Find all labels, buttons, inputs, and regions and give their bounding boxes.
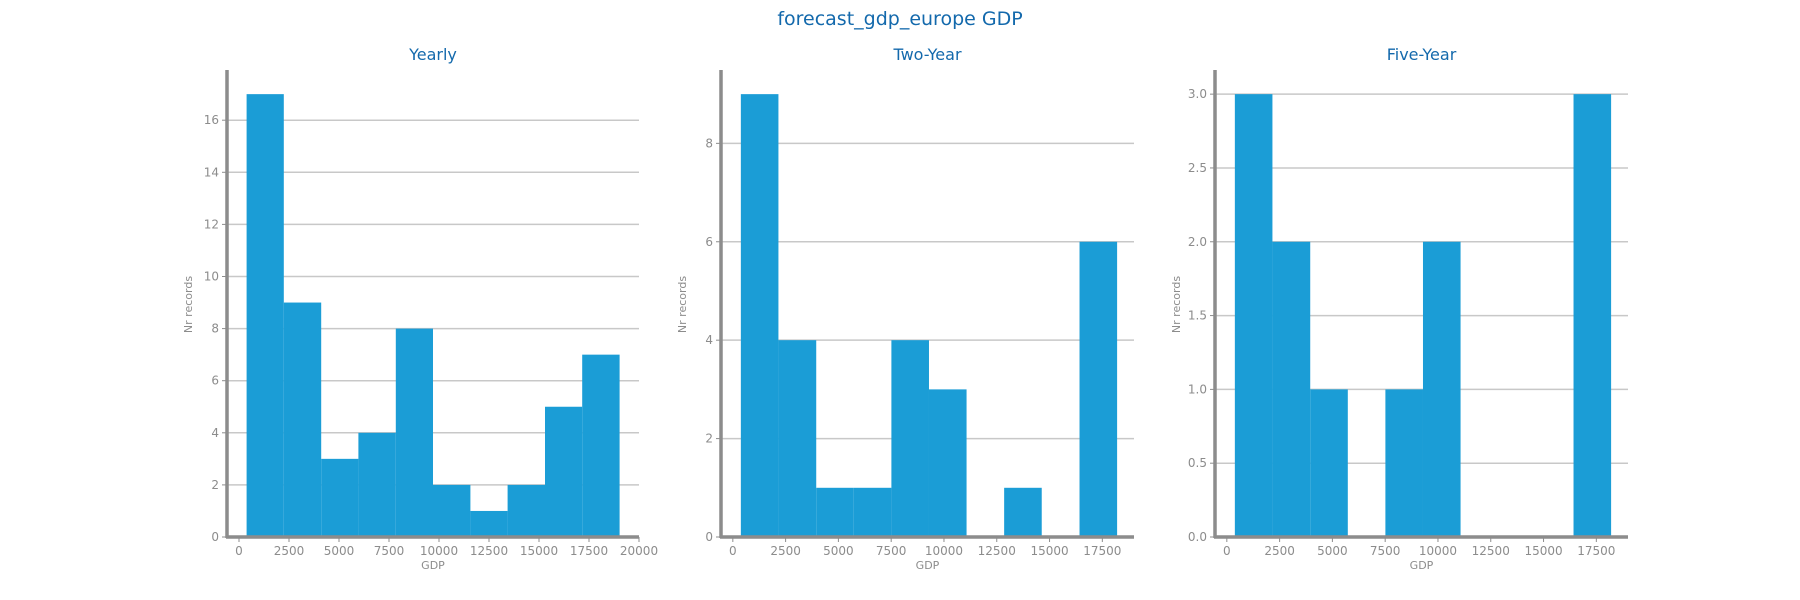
histogram-bar (321, 458, 359, 537)
histogram-bar (1385, 389, 1423, 537)
y-axis-label: Nr records (1170, 276, 1183, 333)
y-tick-label: 1.5 (1188, 309, 1207, 323)
histogram-bar (1310, 389, 1348, 537)
subplot-3: 0.0 0.5 1.0 1.5 2.0 2.5 3.0 0 2500 5000 7500 10000 1… (1170, 45, 1628, 572)
x-axis-label: GDP (916, 559, 940, 572)
histogram-bar (358, 432, 396, 537)
x-tick-label: 12500 (978, 544, 1016, 558)
histogram-bar (283, 302, 322, 537)
y-tick-label: 2 (211, 478, 219, 492)
y-tick-label: 12 (204, 217, 219, 231)
y-tick-label: 2 (705, 432, 713, 446)
x-tick-label: 15000 (1030, 544, 1068, 558)
x-tick-label: 5000 (324, 544, 355, 558)
subplot-1: 0 2 4 6 8 10 12 14 16 0 2500 5000 7500 10000 12500 1500… (182, 45, 658, 572)
histogram-bar (778, 340, 817, 537)
x-tick-label: 10000 (925, 544, 963, 558)
x-axis-label: GDP (421, 559, 445, 572)
y-tick-label: 8 (211, 322, 219, 336)
x-tick-label: 17500 (570, 544, 608, 558)
x-tick-label: 15000 (1524, 544, 1562, 558)
x-tick-label: 0 (729, 544, 737, 558)
x-tick-label: 5000 (1317, 544, 1348, 558)
histogram-bar (928, 389, 967, 537)
histogram-bar (246, 94, 284, 538)
x-tick-label: 2500 (274, 544, 305, 558)
histogram-bar (1079, 241, 1118, 537)
y-tick-label: 1.0 (1188, 382, 1207, 396)
x-tick-label: 17500 (1577, 544, 1615, 558)
subplot-title: Five-Year (1387, 45, 1457, 64)
y-tick-label: 16 (204, 113, 219, 127)
histogram-bar (1272, 241, 1311, 537)
x-tick-label: 7500 (1370, 544, 1401, 558)
subplot-title: Two-Year (892, 45, 961, 64)
histogram-bar (853, 487, 892, 537)
x-tick-label: 2500 (1264, 544, 1295, 558)
histogram-bar (470, 510, 508, 537)
x-tick-label: 2500 (770, 544, 801, 558)
histogram-bar (582, 354, 620, 537)
y-axis-label: Nr records (676, 276, 689, 333)
y-tick-label: 2.5 (1188, 161, 1207, 175)
y-tick-label: 14 (204, 165, 219, 179)
histogram-bar (891, 340, 929, 537)
y-tick-label: 0.5 (1188, 456, 1207, 470)
y-tick-label: 8 (705, 136, 713, 150)
x-tick-label: 15000 (520, 544, 558, 558)
x-tick-label: 0 (1223, 544, 1231, 558)
x-tick-label: 7500 (876, 544, 907, 558)
histogram-bar (507, 484, 545, 537)
subplot-2: 0 2 4 6 8 0 2500 5000 7500 10000 12500 15000 17500 Tw… (676, 45, 1134, 572)
x-tick-label: 10000 (420, 544, 458, 558)
histogram-bar (1234, 94, 1273, 538)
histogram-bar (740, 94, 779, 538)
x-tick-label: 0 (235, 544, 243, 558)
y-tick-label: 4 (211, 426, 219, 440)
x-tick-label: 10000 (1419, 544, 1457, 558)
histogram-bar (433, 484, 471, 537)
y-tick-label: 0.0 (1188, 530, 1207, 544)
y-tick-label: 10 (204, 269, 219, 283)
y-tick-label: 6 (211, 374, 219, 388)
histogram-bar (545, 406, 583, 537)
y-tick-label: 6 (705, 235, 713, 249)
histogram-bar (1573, 94, 1612, 538)
y-axis-label: Nr records (182, 276, 195, 333)
figure-title: forecast_gdp_europe GDP (777, 8, 1023, 30)
x-tick-label: 12500 (470, 544, 508, 558)
y-tick-label: 0 (211, 530, 219, 544)
x-tick-label: 12500 (1472, 544, 1510, 558)
y-tick-label: 2.0 (1188, 235, 1207, 249)
x-tick-label: 20000 (620, 544, 658, 558)
histogram-bar (816, 487, 854, 537)
histogram-bar (1422, 241, 1461, 537)
y-tick-label: 3.0 (1188, 87, 1207, 101)
subplot-title: Yearly (408, 45, 457, 64)
y-tick-label: 0 (705, 530, 713, 544)
y-tick-label: 4 (705, 333, 713, 347)
histogram-bar (1004, 487, 1042, 537)
x-tick-label: 7500 (374, 544, 405, 558)
x-axis-label: GDP (1410, 559, 1434, 572)
histogram-bar (395, 328, 433, 537)
x-tick-label: 17500 (1083, 544, 1121, 558)
x-tick-label: 5000 (823, 544, 854, 558)
